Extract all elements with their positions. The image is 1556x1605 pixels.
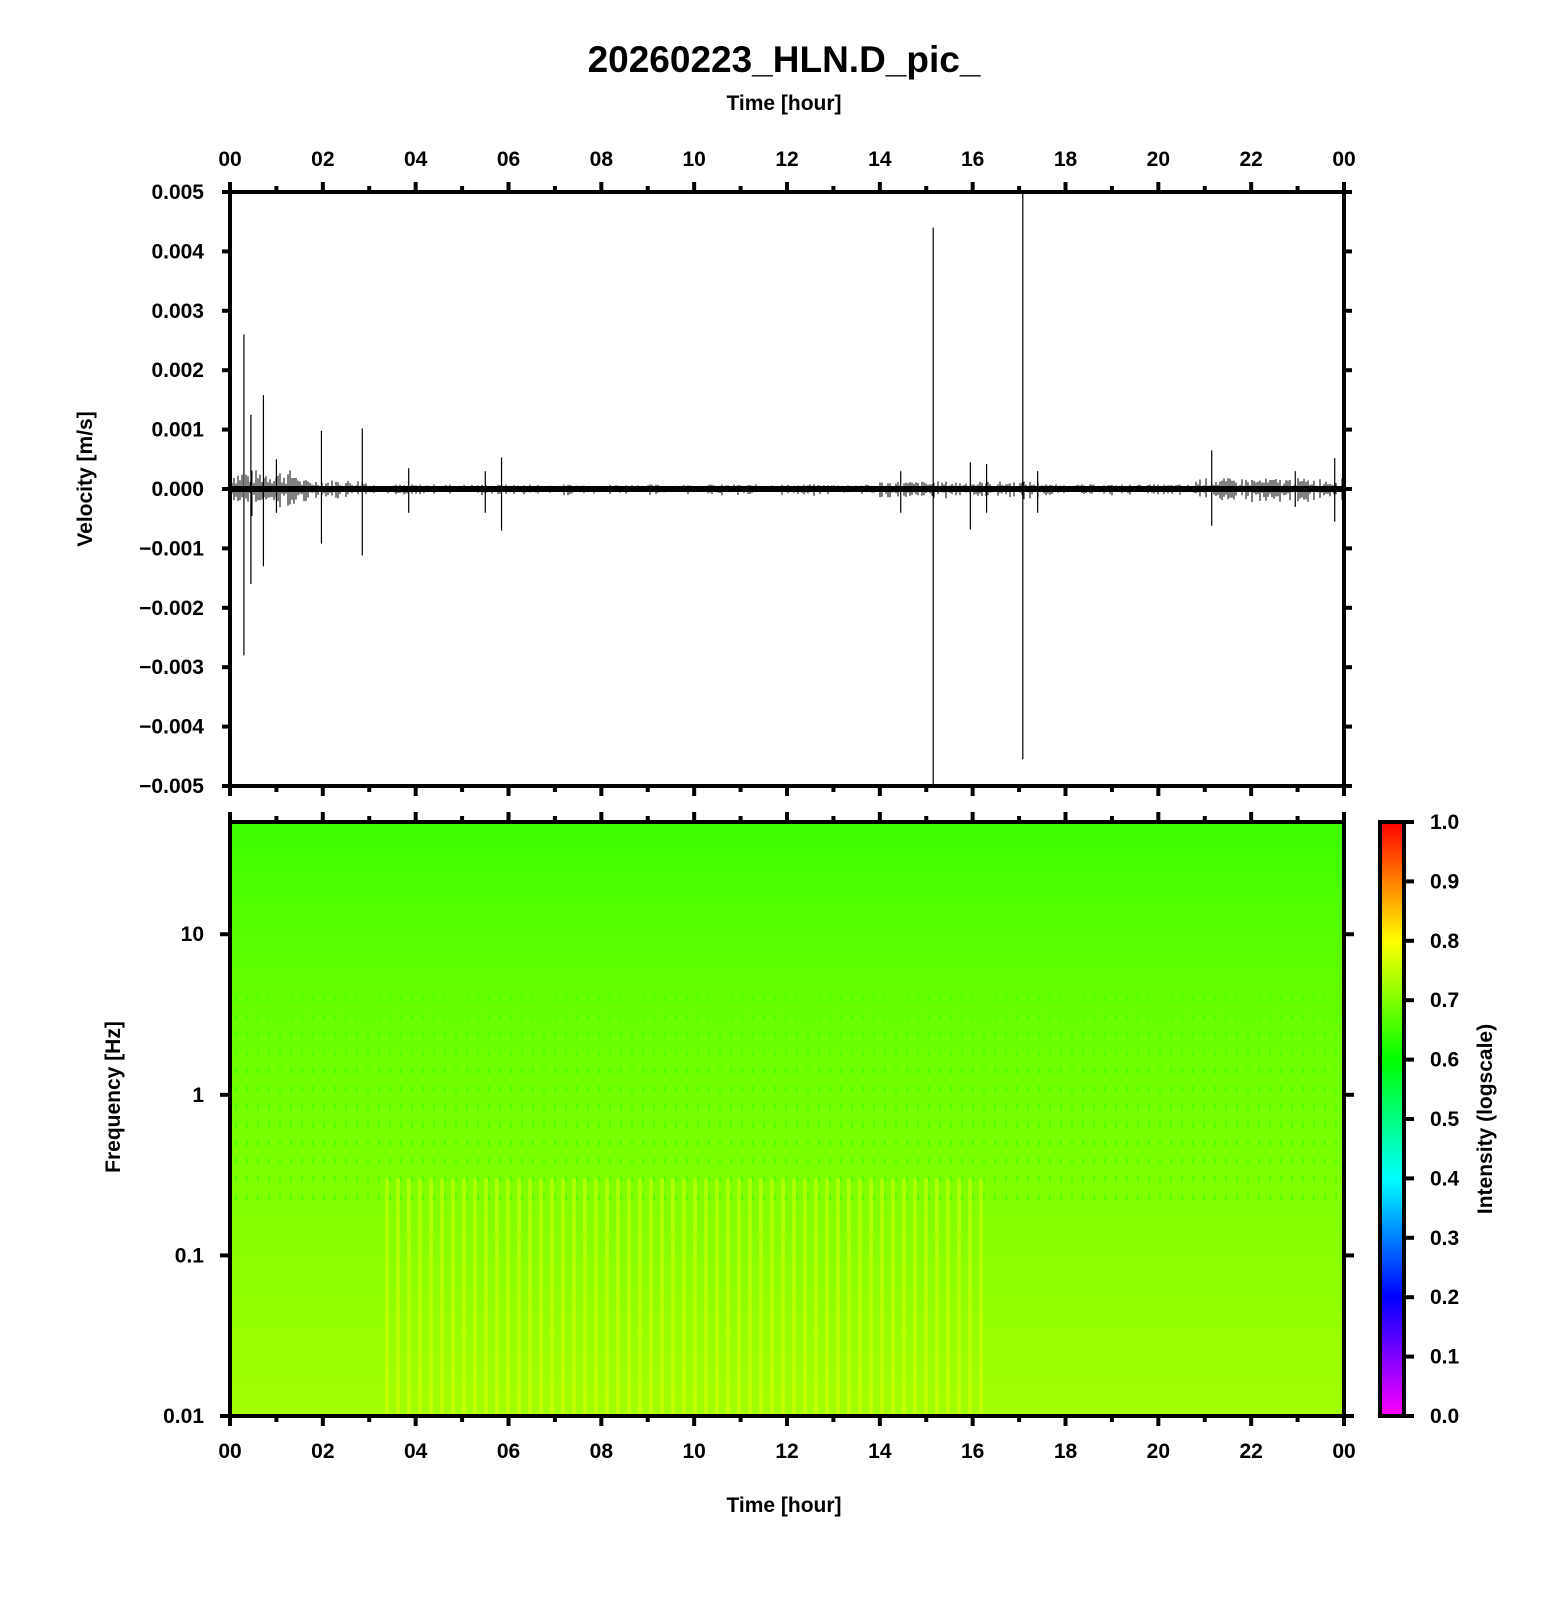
colorbar-tick-label: 0.2	[1430, 1286, 1459, 1309]
velocity-plot	[229, 192, 1345, 786]
bottom-x-tick-label: 22	[1239, 1440, 1262, 1463]
trace-baseline	[230, 486, 1344, 492]
bottom-x-tick-label: 20	[1147, 1440, 1170, 1463]
top-x-tick-label: 14	[868, 148, 892, 171]
top-x-tick-label: 20	[1147, 148, 1170, 171]
colorbar-tick-label: 0.9	[1430, 870, 1459, 893]
bottom-x-tick-label: 00	[218, 1440, 241, 1463]
frequency-y-tick-label: 10	[181, 923, 204, 946]
colorbar-title: Intensity (logscale)	[1474, 1024, 1497, 1214]
velocity-y-tick-label: −0.003	[139, 656, 204, 679]
bottom-x-tick-label: 06	[497, 1440, 520, 1463]
bottom-x-tick-label: 02	[311, 1440, 334, 1463]
velocity-y-tick-label: −0.002	[139, 597, 204, 620]
top-x-tick-label: 06	[497, 148, 520, 171]
top-x-tick-label: 04	[404, 148, 428, 171]
bottom-x-tick-label: 18	[1054, 1440, 1078, 1463]
bottom-x-tick-label: 16	[961, 1440, 984, 1463]
top-x-tick-label: 00	[218, 148, 241, 171]
velocity-y-tick-label: −0.005	[139, 775, 204, 798]
colorbar-tick-label: 0.7	[1430, 989, 1459, 1012]
colorbar-tick-label: 0.0	[1430, 1405, 1459, 1428]
colorbar-tick-label: 0.5	[1430, 1108, 1460, 1131]
top-x-tick-label: 22	[1239, 148, 1262, 171]
spectrogram-plot	[230, 822, 1344, 1416]
colorbar-tick-label: 0.3	[1430, 1227, 1459, 1250]
chart-title: 20260223_HLN.D_pic_	[588, 39, 981, 80]
trace-noise	[229, 470, 1345, 516]
velocity-y-tick-label: 0.001	[151, 419, 204, 442]
velocity-y-tick-label: −0.001	[139, 537, 204, 560]
top-x-tick-label: 12	[775, 148, 798, 171]
bottom-x-tick-label: 04	[404, 1440, 428, 1463]
velocity-y-tick-label: 0.004	[151, 240, 204, 263]
top-x-tick-label: 00	[1332, 148, 1355, 171]
velocity-y-tick-label: 0.003	[151, 300, 204, 323]
top-x-tick-label: 18	[1054, 148, 1078, 171]
colorbar	[1378, 820, 1406, 1418]
top-x-tick-label: 02	[311, 148, 334, 171]
colorbar-tick-label: 1.0	[1430, 811, 1459, 834]
bottom-x-tick-label: 08	[590, 1440, 614, 1463]
bottom-x-tick-label: 10	[682, 1440, 705, 1463]
colorbar-tick-label: 0.6	[1430, 1049, 1459, 1072]
top-x-tick-label: 10	[682, 148, 705, 171]
velocity-y-tick-label: 0.002	[151, 359, 204, 382]
y-axis-title-velocity: Velocity [m/s]	[74, 411, 97, 546]
bottom-x-tick-label: 00	[1332, 1440, 1355, 1463]
spectrogram-texture	[230, 982, 1344, 1208]
colorbar-tick-label: 0.8	[1430, 930, 1460, 953]
frequency-y-tick-label: 0.01	[163, 1405, 204, 1428]
top-x-tick-label: 08	[590, 148, 614, 171]
velocity-y-tick-label: −0.004	[139, 716, 204, 739]
bottom-x-tick-label: 14	[868, 1440, 892, 1463]
bottom-x-axis-title: Time [hour]	[726, 1494, 841, 1517]
velocity-y-tick-label: 0.000	[151, 478, 204, 501]
top-x-axis-title: Time [hour]	[726, 92, 841, 115]
frequency-y-tick-label: 1	[192, 1084, 204, 1107]
frequency-y-tick-label: 0.1	[175, 1244, 205, 1267]
velocity-y-tick-label: 0.005	[151, 181, 204, 204]
colorbar-tick-label: 0.1	[1430, 1346, 1460, 1369]
colorbar-tick-label: 0.4	[1430, 1167, 1460, 1190]
spectrogram-low-frequency-band	[378, 1178, 987, 1416]
bottom-x-tick-label: 12	[775, 1440, 798, 1463]
top-x-tick-label: 16	[961, 148, 984, 171]
y-axis-title-frequency: Frequency [Hz]	[102, 1021, 125, 1173]
